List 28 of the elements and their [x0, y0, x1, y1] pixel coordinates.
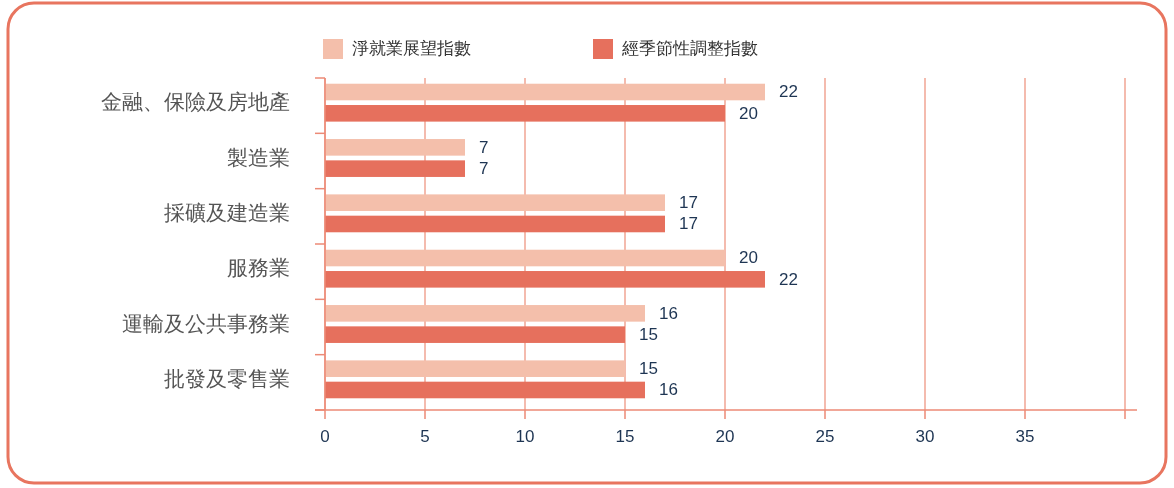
data-label: 16: [659, 303, 678, 323]
data-label: 22: [779, 82, 798, 102]
x-tick-label: 35: [1015, 427, 1035, 447]
y-tick-label: 批發及零售業: [164, 366, 290, 390]
legend-label: 淨就業展望指數: [352, 39, 471, 59]
data-label: 22: [779, 269, 798, 289]
data-label: 17: [679, 214, 698, 234]
legend-label: 經季節性調整指數: [622, 39, 758, 59]
data-label: 16: [659, 380, 678, 400]
data-label: 7: [479, 159, 489, 179]
data-label: 17: [679, 193, 698, 213]
data-label: 20: [739, 103, 758, 123]
y-tick-label: 服務業: [227, 256, 290, 280]
data-label: 7: [479, 137, 489, 157]
data-label: 15: [639, 359, 658, 379]
data-label: 20: [739, 248, 758, 268]
y-tick-label: 製造業: [227, 145, 290, 169]
x-tick-label: 10: [515, 427, 535, 447]
y-tick-label: 運輸及公共事務業: [122, 311, 290, 335]
x-tick-label: 20: [715, 427, 735, 447]
x-tick-label: 15: [615, 427, 635, 447]
x-tick-label: 25: [815, 427, 835, 447]
y-tick-label: 採礦及建造業: [164, 200, 290, 224]
x-tick-label: 0: [320, 427, 330, 447]
y-tick-label: 金融、保險及房地產: [101, 90, 290, 114]
data-label: 15: [639, 325, 658, 345]
x-tick-label: 5: [420, 427, 430, 447]
x-tick-label: 30: [915, 427, 935, 447]
